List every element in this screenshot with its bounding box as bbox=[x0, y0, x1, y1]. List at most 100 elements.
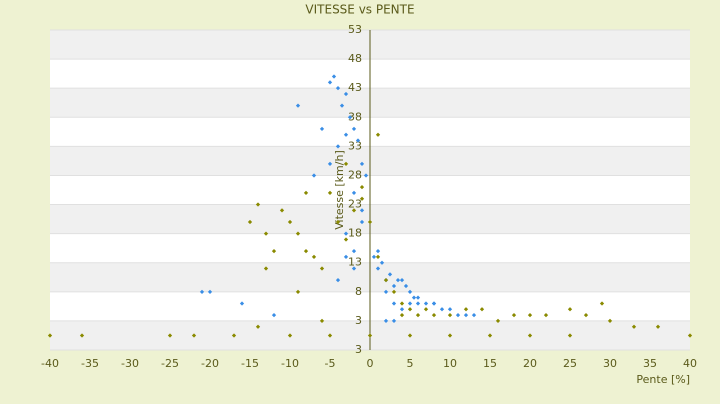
point bbox=[455, 312, 461, 318]
x-tick-label: -35 bbox=[81, 357, 99, 370]
x-tick-label: 35 bbox=[643, 357, 657, 370]
point bbox=[343, 231, 349, 236]
point bbox=[375, 248, 381, 254]
point bbox=[355, 138, 361, 143]
point bbox=[527, 312, 533, 318]
point bbox=[303, 190, 309, 196]
point bbox=[383, 318, 389, 324]
y-axis-label: Vitesse [km/h] bbox=[333, 150, 346, 230]
point bbox=[239, 301, 245, 306]
point bbox=[439, 307, 445, 312]
point bbox=[391, 283, 397, 289]
y-tick-label: 43 bbox=[348, 81, 362, 94]
point bbox=[271, 312, 277, 318]
point bbox=[327, 333, 333, 338]
point bbox=[367, 333, 373, 338]
point bbox=[359, 161, 365, 166]
x-tick-label: 20 bbox=[523, 357, 537, 370]
point bbox=[343, 254, 349, 260]
point bbox=[271, 248, 277, 254]
x-tick-label: -25 bbox=[161, 357, 179, 370]
point bbox=[303, 248, 309, 254]
point bbox=[371, 254, 377, 260]
point bbox=[399, 312, 405, 318]
chart-title: VITESSE vs PENTE bbox=[305, 3, 414, 17]
point bbox=[471, 312, 477, 318]
y-tick-label: 8 bbox=[355, 285, 362, 298]
point bbox=[607, 318, 613, 324]
point bbox=[351, 208, 357, 213]
point bbox=[631, 324, 637, 329]
point bbox=[527, 333, 533, 338]
point bbox=[463, 312, 469, 318]
point bbox=[407, 289, 413, 294]
x-tick-label: 30 bbox=[603, 357, 617, 370]
point bbox=[287, 333, 293, 338]
point bbox=[431, 312, 437, 318]
x-tick-label: 10 bbox=[443, 357, 457, 370]
point bbox=[343, 237, 349, 242]
point bbox=[687, 333, 693, 338]
point bbox=[399, 307, 405, 312]
point bbox=[359, 196, 365, 201]
point bbox=[351, 190, 357, 196]
point bbox=[407, 333, 413, 338]
point bbox=[447, 333, 453, 338]
y-tick-label: 3 bbox=[355, 343, 362, 356]
point bbox=[379, 260, 385, 265]
point bbox=[407, 307, 413, 312]
point bbox=[383, 289, 389, 294]
y-tick-label: 48 bbox=[348, 52, 362, 65]
point bbox=[167, 333, 173, 338]
point bbox=[335, 219, 341, 225]
point bbox=[263, 266, 269, 271]
point bbox=[423, 307, 429, 312]
x-tick-label: -30 bbox=[121, 357, 139, 370]
point bbox=[295, 289, 301, 294]
y-tick-label: 13 bbox=[348, 256, 362, 269]
point bbox=[391, 301, 397, 306]
y-tick-label: 53 bbox=[348, 23, 362, 36]
point bbox=[655, 324, 661, 329]
point bbox=[319, 266, 325, 271]
y-tick-label: 33 bbox=[348, 139, 362, 152]
point bbox=[567, 333, 573, 338]
point bbox=[391, 318, 397, 324]
point bbox=[231, 333, 237, 338]
x-tick-label: -20 bbox=[201, 357, 219, 370]
point bbox=[327, 190, 333, 196]
point bbox=[391, 289, 397, 294]
point bbox=[343, 132, 349, 137]
point bbox=[351, 266, 357, 271]
point bbox=[599, 301, 605, 306]
point bbox=[567, 307, 573, 312]
point bbox=[363, 173, 369, 178]
point bbox=[511, 312, 517, 318]
point bbox=[319, 318, 325, 324]
y-tick-label: 3 bbox=[355, 314, 362, 327]
x-tick-label: 40 bbox=[683, 357, 697, 370]
y-tick-label: 38 bbox=[348, 110, 362, 123]
point bbox=[343, 161, 349, 166]
point bbox=[255, 202, 261, 207]
point bbox=[335, 144, 341, 149]
point bbox=[431, 301, 437, 306]
point bbox=[403, 283, 409, 289]
x-tick-label: -5 bbox=[325, 357, 336, 370]
point bbox=[207, 289, 213, 294]
point bbox=[199, 289, 205, 294]
point bbox=[423, 301, 429, 306]
point bbox=[359, 219, 365, 225]
x-tick-label: -10 bbox=[281, 357, 299, 370]
point bbox=[359, 208, 365, 213]
point bbox=[327, 161, 333, 166]
point bbox=[279, 208, 285, 213]
point bbox=[295, 231, 301, 236]
point bbox=[543, 312, 549, 318]
point bbox=[367, 219, 373, 225]
point bbox=[375, 132, 381, 137]
point bbox=[415, 312, 421, 318]
point bbox=[415, 301, 421, 306]
point bbox=[311, 254, 317, 260]
